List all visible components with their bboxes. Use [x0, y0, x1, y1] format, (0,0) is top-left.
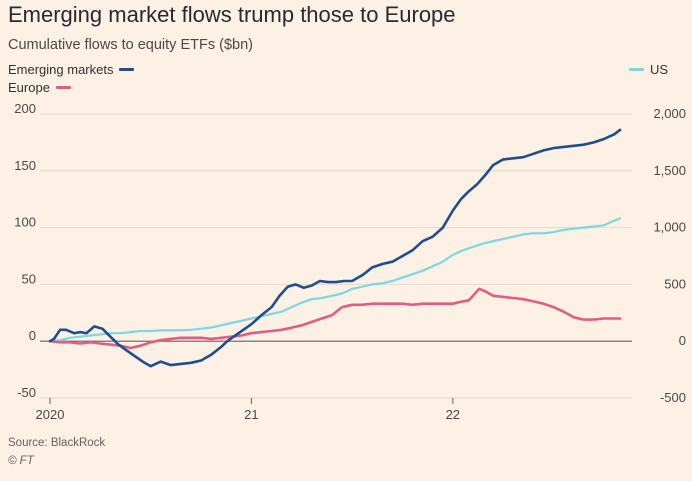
- x-axis-tick-label: 2020: [36, 407, 65, 422]
- right-axis-tick-label: 1,500: [653, 163, 686, 178]
- grid-lines: [40, 113, 632, 399]
- legend-emerging-markets: Emerging markets: [8, 62, 135, 77]
- right-axis-tick-label: 2,000: [653, 106, 686, 121]
- legend-label-emerging-markets: Emerging markets: [8, 62, 114, 77]
- legend-us: US: [628, 62, 668, 77]
- right-axis-tick-label: 1,000: [653, 220, 686, 235]
- left-axis-tick-label: 0: [29, 328, 36, 343]
- left-axis-tick-label: -50: [17, 385, 36, 400]
- legend-label-us: US: [649, 62, 668, 77]
- legend-europe: Europe: [8, 80, 71, 95]
- copyright-note: © FT: [8, 455, 34, 467]
- x-axis-tick-label: 22: [446, 407, 460, 422]
- series-line-us: [48, 217, 622, 343]
- left-axis-tick-label: 100: [14, 215, 36, 230]
- left-axis-tick-label: 200: [14, 101, 36, 116]
- legend-swatch-emerging-markets: [119, 68, 135, 71]
- legend-swatch-europe: [55, 86, 71, 89]
- axis-labels: -50050100150200-50005001,0001,5002,00020…: [14, 101, 686, 422]
- series-line-europe: [48, 287, 622, 350]
- left-axis-tick-label: 150: [14, 158, 36, 173]
- series-lines: [48, 128, 622, 368]
- left-axis-tick-label: 50: [22, 271, 36, 286]
- series-line-emerging-markets: [48, 128, 622, 368]
- legend-label-europe: Europe: [8, 80, 50, 95]
- right-axis-tick-label: 0: [679, 333, 686, 348]
- right-axis-tick-label: -500: [660, 390, 686, 405]
- x-axis-tick-label: 21: [244, 407, 258, 422]
- source-note: Source: BlackRock: [8, 437, 106, 449]
- legend-swatch-us: [628, 68, 644, 71]
- chart-title: Emerging market flows trump those to Eur…: [8, 2, 456, 27]
- right-axis-tick-label: 500: [664, 276, 686, 291]
- chart-subtitle: Cumulative flows to equity ETFs ($bn): [8, 37, 253, 53]
